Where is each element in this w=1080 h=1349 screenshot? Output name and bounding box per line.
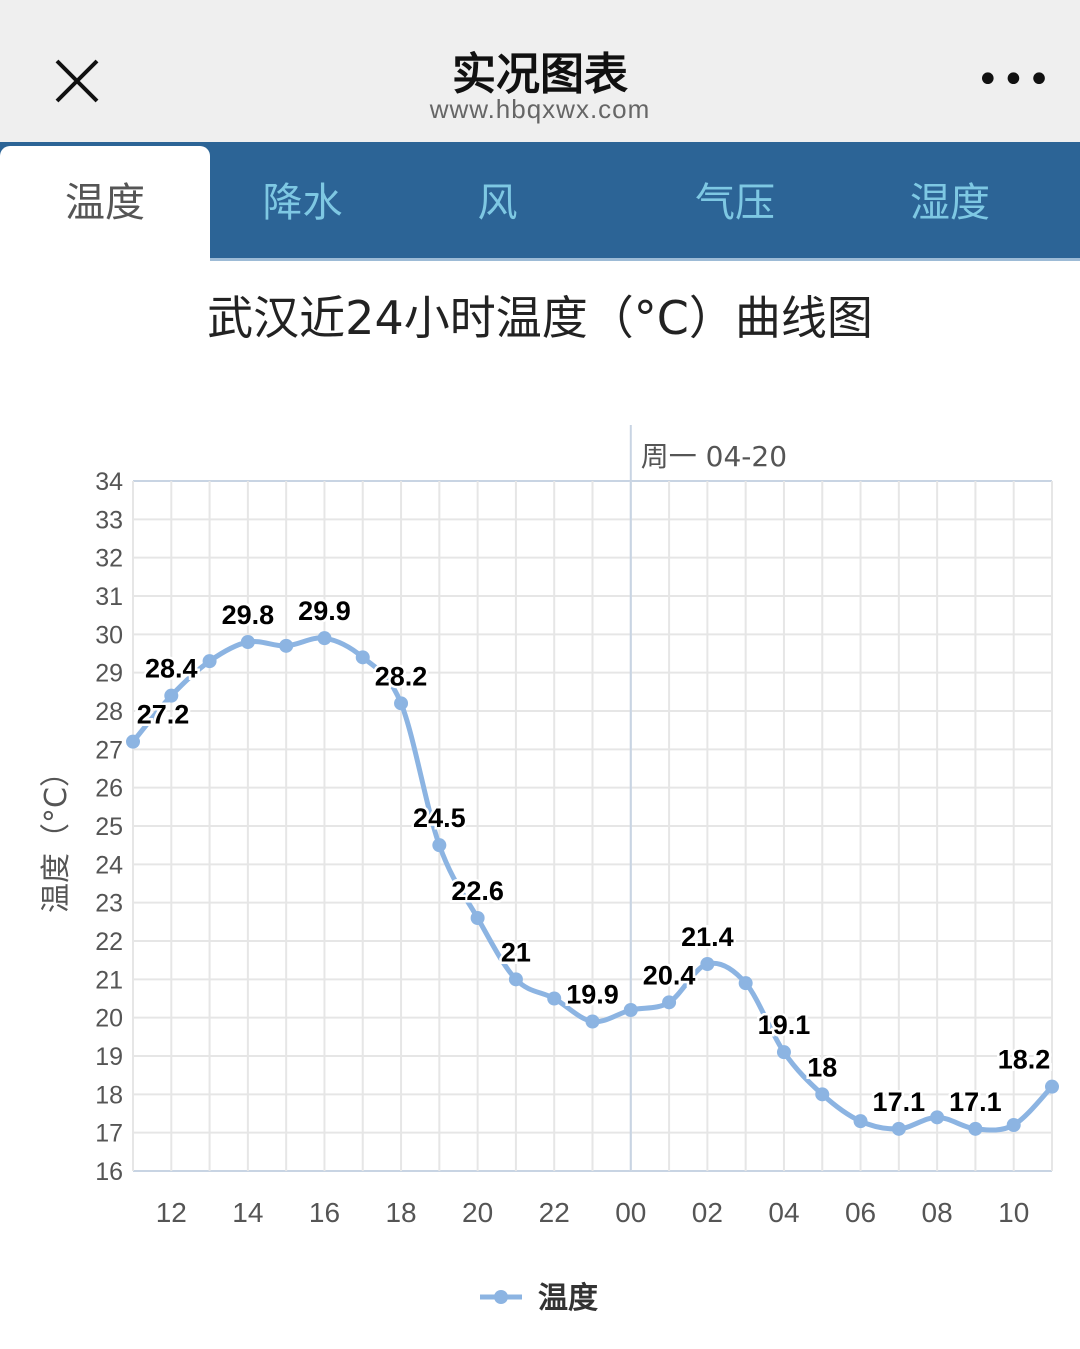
y-tick-label: 29 xyxy=(95,660,123,688)
x-tick-label: 14 xyxy=(232,1197,263,1228)
data-point xyxy=(662,995,677,1010)
data-point xyxy=(853,1114,868,1129)
tab-precipitation[interactable]: 降水 xyxy=(262,180,343,226)
data-label: 20.4 xyxy=(643,960,696,990)
data-point xyxy=(776,1045,791,1060)
y-tick-label: 22 xyxy=(95,928,123,956)
close-icon[interactable] xyxy=(52,56,102,106)
y-tick-label: 17 xyxy=(95,1120,123,1148)
x-tick-label: 06 xyxy=(845,1197,876,1228)
data-point xyxy=(394,696,409,711)
data-point xyxy=(470,911,485,925)
top-bar: 实况图表 www.hbqxwx.com ••• xyxy=(0,0,1080,142)
y-tick-label: 27 xyxy=(95,736,123,764)
y-tick-label: 23 xyxy=(95,890,123,918)
legend-label[interactable]: 温度 xyxy=(538,1281,598,1316)
x-tick-label: 20 xyxy=(462,1197,493,1228)
x-tick-label: 16 xyxy=(309,1197,340,1228)
y-tick-label: 34 xyxy=(95,468,123,496)
data-point xyxy=(1006,1118,1021,1132)
tab-pressure[interactable]: 气压 xyxy=(695,180,775,226)
data-label: 17.1 xyxy=(873,1087,926,1117)
y-tick-label: 32 xyxy=(95,545,123,573)
data-point xyxy=(623,1003,638,1017)
tab-temperature[interactable]: 温度 xyxy=(0,146,210,261)
data-point xyxy=(815,1087,830,1102)
data-label: 17.1 xyxy=(949,1087,1002,1117)
y-tick-label: 16 xyxy=(95,1158,123,1186)
x-tick-label: 18 xyxy=(385,1197,416,1228)
y-tick-label: 20 xyxy=(95,1005,123,1033)
data-point xyxy=(738,976,753,991)
data-point xyxy=(355,650,370,665)
data-point xyxy=(968,1121,983,1136)
data-label: 19.1 xyxy=(758,1010,811,1040)
data-point xyxy=(202,654,217,669)
y-tick-label: 33 xyxy=(95,506,123,534)
y-tick-label: 30 xyxy=(95,621,123,649)
tab-humidity[interactable]: 湿度 xyxy=(910,180,990,226)
data-point xyxy=(930,1110,945,1125)
data-point xyxy=(432,838,447,853)
y-tick-label: 21 xyxy=(95,966,123,994)
data-point xyxy=(508,972,523,987)
x-tick-label: 12 xyxy=(156,1197,187,1228)
x-tick-label: 22 xyxy=(539,1197,570,1228)
date-marker-label: 周一 04-20 xyxy=(641,440,787,473)
data-label: 22.6 xyxy=(451,876,504,906)
x-tick-label: 00 xyxy=(615,1197,646,1228)
y-tick-label: 28 xyxy=(95,698,123,726)
data-point xyxy=(891,1121,906,1136)
page-url: www.hbqxwx.com xyxy=(429,94,651,124)
data-point xyxy=(317,631,332,646)
data-point xyxy=(585,1014,600,1029)
data-label: 18.2 xyxy=(998,1045,1051,1075)
data-point xyxy=(1045,1079,1059,1094)
x-tick-label: 04 xyxy=(768,1197,799,1228)
y-tick-label: 24 xyxy=(95,851,123,879)
data-label: 29.9 xyxy=(298,596,351,626)
y-tick-label: 19 xyxy=(95,1043,123,1071)
data-label: 28.4 xyxy=(145,654,198,684)
data-point xyxy=(279,638,294,653)
y-tick-label: 31 xyxy=(95,583,123,611)
data-label: 19.9 xyxy=(566,980,619,1010)
legend-marker-icon xyxy=(494,1290,508,1304)
data-point xyxy=(164,688,179,703)
y-tick-label: 25 xyxy=(95,813,123,841)
chart-title: 武汉近24小时温度（°C）曲线图 xyxy=(207,291,873,345)
data-label: 18 xyxy=(807,1052,837,1082)
tab-bar: 温度 降水 风 气压 湿度 xyxy=(0,142,1080,261)
data-point xyxy=(700,957,715,971)
data-label: 21.4 xyxy=(681,922,734,952)
data-label: 29.8 xyxy=(222,600,275,630)
page-title: 实况图表 xyxy=(452,49,628,100)
y-axis-title: 温度（°C） xyxy=(39,757,74,913)
x-tick-label: 02 xyxy=(692,1197,723,1228)
y-tick-label: 26 xyxy=(95,775,123,803)
x-tick-label: 10 xyxy=(998,1197,1029,1228)
data-label: 28.2 xyxy=(375,661,428,691)
y-tick-label: 18 xyxy=(95,1081,123,1109)
data-point xyxy=(547,991,562,1006)
data-point xyxy=(126,734,140,749)
data-point xyxy=(240,635,255,649)
x-tick-label: 08 xyxy=(922,1197,953,1228)
data-label: 21 xyxy=(501,937,531,967)
tab-wind[interactable]: 风 xyxy=(477,180,518,226)
data-label: 27.2 xyxy=(137,700,190,730)
data-label: 24.5 xyxy=(413,803,466,833)
